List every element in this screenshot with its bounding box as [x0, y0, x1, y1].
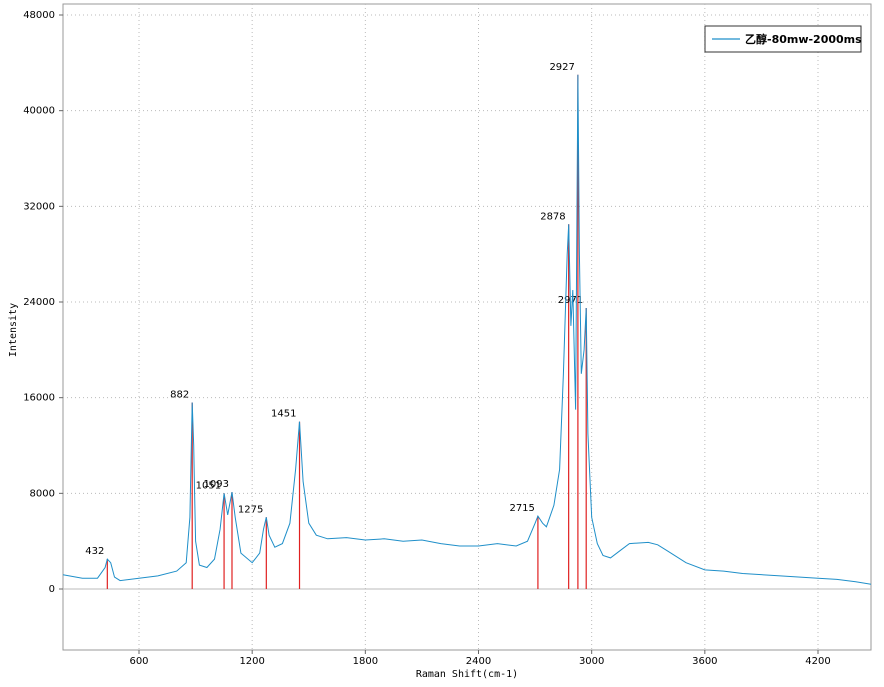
peak-label: 1451 — [271, 409, 296, 420]
peak-label: 1051 — [196, 480, 221, 491]
y-tick-label: 16000 — [23, 393, 55, 404]
x-tick-label: 3000 — [579, 656, 604, 667]
peak-label: 2715 — [509, 503, 534, 514]
peak-label: 1093 — [204, 479, 229, 490]
y-tick-label: 0 — [49, 584, 55, 595]
plot-frame — [62, 3, 872, 651]
y-tick-label: 40000 — [23, 106, 55, 117]
x-tick-label: 1200 — [239, 656, 264, 667]
x-tick-label: 1800 — [353, 656, 378, 667]
y-tick-label: 48000 — [23, 10, 55, 21]
x-tick-label: 2400 — [466, 656, 491, 667]
legend-label: 乙醇-80mw-2000ms — [745, 32, 862, 46]
x-axis-label: Raman Shift(cm-1) — [416, 669, 518, 680]
peak-label: 432 — [85, 546, 104, 557]
x-tick-label: 600 — [129, 656, 148, 667]
peak-label: 882 — [170, 389, 189, 400]
y-tick-label: 32000 — [23, 201, 55, 212]
peak-label: 2878 — [540, 211, 565, 222]
peak-label: 2927 — [549, 62, 574, 73]
y-tick-label: 24000 — [23, 297, 55, 308]
y-axis-label: Intensity — [8, 303, 19, 357]
x-tick-label: 3600 — [692, 656, 717, 667]
y-tick-label: 8000 — [30, 488, 55, 499]
spectrum-line — [62, 74, 872, 585]
peak-label: 1275 — [238, 504, 263, 515]
x-tick-label: 4200 — [805, 656, 830, 667]
